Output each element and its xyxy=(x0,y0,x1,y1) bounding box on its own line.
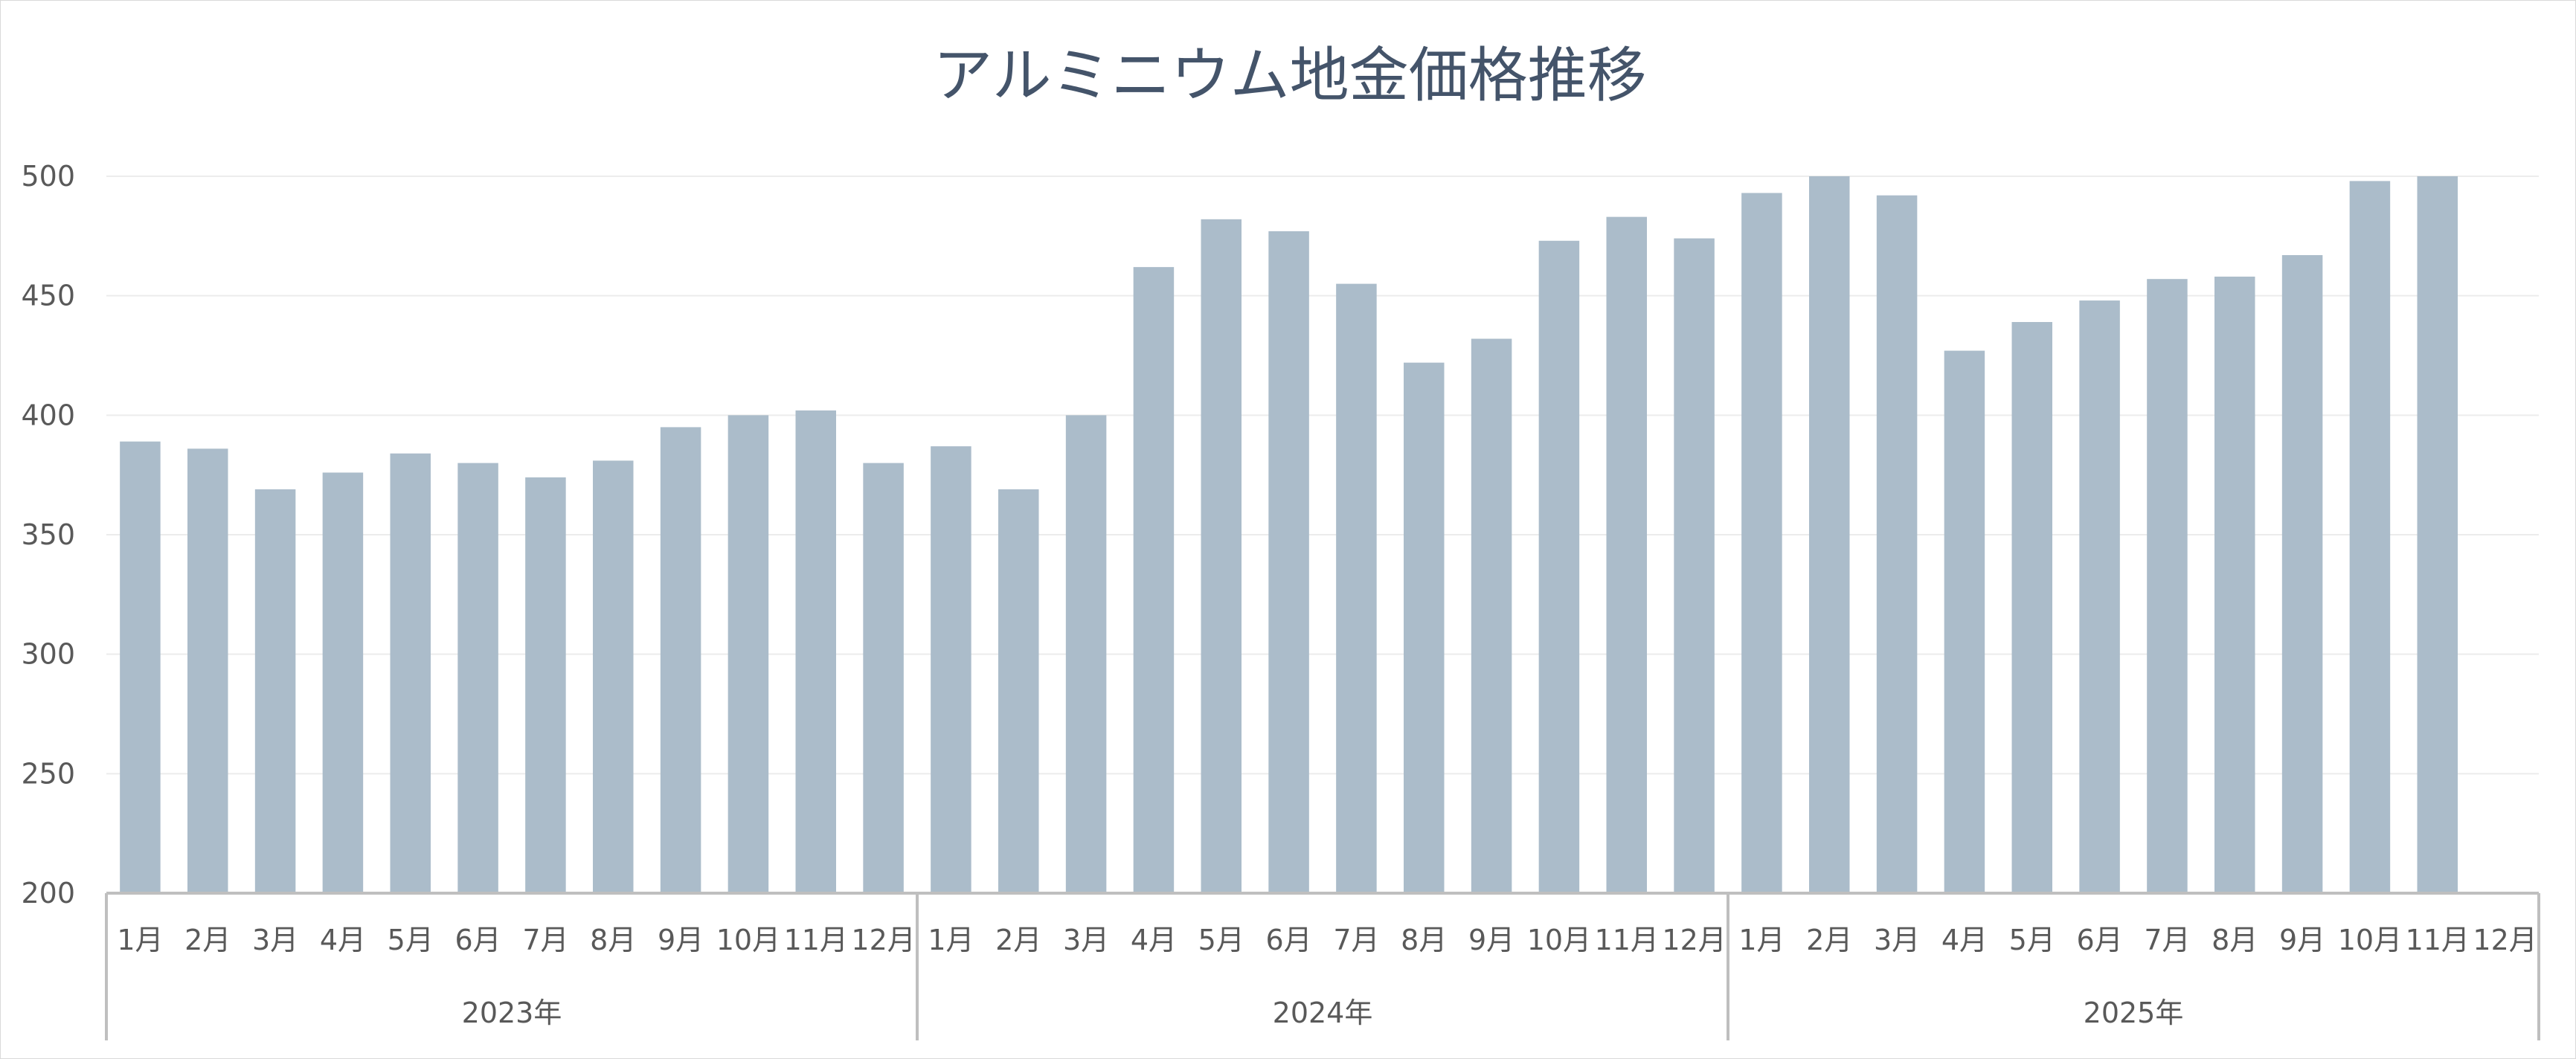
bar xyxy=(1741,193,1782,893)
x-tick-label: 9月 xyxy=(2279,924,2325,956)
x-tick-label: 12月 xyxy=(2473,924,2537,956)
x-tick-label: 2月 xyxy=(995,924,1041,956)
bar xyxy=(1133,267,1175,893)
bar xyxy=(1538,240,1580,893)
x-axis xyxy=(105,892,2540,1040)
bar xyxy=(2349,181,2391,894)
bar xyxy=(525,477,566,893)
x-tick-label: 5月 xyxy=(2009,924,2055,956)
bar xyxy=(863,463,904,893)
bar xyxy=(120,441,161,893)
x-tick-label: 2月 xyxy=(1806,924,1852,956)
x-tick-label: 10月 xyxy=(2338,924,2402,956)
y-tick-label: 250 xyxy=(21,757,75,790)
x-axis-month-labels: 1月 2月 3月 4月 5月 6月 7月 8月 9月 10月 11月 12月 1月 2月 3月 4月 5月 6月 7… xyxy=(117,924,2537,956)
bar xyxy=(1201,219,1242,894)
chart-title: アルミニウム地金価格推移 xyxy=(933,41,1646,110)
x-tick-label: 6月 xyxy=(1265,924,1311,956)
bar xyxy=(727,415,769,893)
x-tick-label: 11月 xyxy=(784,924,848,956)
y-tick-label: 450 xyxy=(21,280,75,312)
x-tick-label: 3月 xyxy=(1063,924,1109,956)
x-tick-label: 11月 xyxy=(2406,924,2470,956)
x-tick-label: 8月 xyxy=(2212,924,2258,956)
x-tick-label: 9月 xyxy=(1468,924,1515,956)
x-tick-label: 4月 xyxy=(1941,924,1988,956)
x-tick-label: 3月 xyxy=(252,924,298,956)
bar xyxy=(2011,322,2052,894)
bar xyxy=(2281,255,2323,893)
bars xyxy=(120,176,2458,894)
gridlines xyxy=(106,176,2539,775)
y-axis-ticks: 200 250 300 350 400 450 500 xyxy=(21,160,75,910)
x-tick-label: 11月 xyxy=(1595,924,1659,956)
y-tick-label: 200 xyxy=(21,877,75,910)
x-axis-year-groups: 2023年 2024年 2025年 xyxy=(462,997,2184,1029)
x-tick-label: 6月 xyxy=(455,924,501,956)
year-group-label: 2025年 xyxy=(2084,997,2184,1029)
x-tick-label: 1月 xyxy=(1738,924,1785,956)
bar xyxy=(1674,238,1715,894)
x-tick-label: 4月 xyxy=(320,924,366,956)
x-tick-label: 2月 xyxy=(184,924,231,956)
bar xyxy=(1471,338,1512,893)
x-tick-label: 8月 xyxy=(1401,924,1447,956)
x-tick-label: 10月 xyxy=(716,924,780,956)
bar xyxy=(1268,231,1309,893)
x-tick-label: 5月 xyxy=(388,924,434,956)
x-tick-label: 10月 xyxy=(1527,924,1591,956)
year-group-label: 2024年 xyxy=(1273,997,1373,1029)
bar xyxy=(390,453,431,893)
x-tick-label: 7月 xyxy=(1333,924,1379,956)
bar xyxy=(322,472,364,893)
bar xyxy=(1944,350,1985,893)
x-tick-label: 6月 xyxy=(2076,924,2122,956)
bar xyxy=(593,460,634,893)
x-tick-label: 7月 xyxy=(2144,924,2190,956)
y-tick-label: 500 xyxy=(21,160,75,193)
bar xyxy=(2079,300,2120,893)
x-tick-label: 7月 xyxy=(522,924,568,956)
bar xyxy=(931,446,971,893)
x-tick-label: 4月 xyxy=(1131,924,1177,956)
bar xyxy=(1336,283,1377,894)
bar xyxy=(2417,176,2458,893)
x-tick-label: 1月 xyxy=(928,924,974,956)
bar xyxy=(1809,176,1850,893)
bar xyxy=(2214,276,2255,894)
y-tick-label: 350 xyxy=(21,518,75,551)
bar xyxy=(795,410,836,893)
bar xyxy=(187,448,228,893)
y-tick-label: 400 xyxy=(21,399,75,431)
bar xyxy=(1065,415,1107,893)
x-tick-label: 3月 xyxy=(1874,924,1920,956)
x-tick-label: 1月 xyxy=(117,924,163,956)
x-tick-label: 5月 xyxy=(1198,924,1244,956)
bar xyxy=(1876,195,1918,893)
x-tick-label: 9月 xyxy=(658,924,704,956)
bar xyxy=(1404,362,1445,893)
bar xyxy=(998,489,1039,893)
bar xyxy=(254,489,296,893)
bar xyxy=(457,463,498,893)
x-tick-label: 12月 xyxy=(851,924,915,956)
bar xyxy=(660,427,701,893)
year-group-label: 2023年 xyxy=(462,997,562,1029)
bar xyxy=(2147,279,2188,893)
y-tick-label: 300 xyxy=(21,638,75,671)
bar xyxy=(1606,216,1647,893)
x-tick-label: 12月 xyxy=(1662,924,1726,956)
x-tick-label: 8月 xyxy=(590,924,636,956)
